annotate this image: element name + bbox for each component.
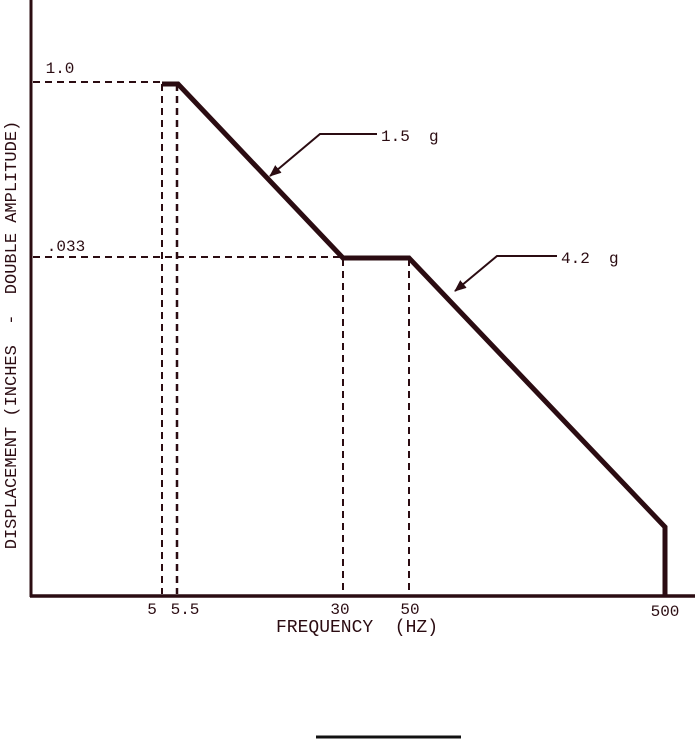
x-tick-5.5: 5.5: [171, 601, 200, 619]
annotation-4.2g: 4.2 g: [561, 250, 619, 268]
x-tick-50: 50: [400, 601, 419, 619]
x-tick-30: 30: [330, 601, 349, 619]
x-tick-5: 5: [147, 601, 157, 619]
y-tick-.033: .033: [47, 238, 85, 256]
y-axis-title: DISPLACEMENT (INCHES - DOUBLE AMPLITUDE): [3, 121, 22, 549]
leader-arrow-1.5g: [269, 133, 377, 177]
x-tick-500: 500: [651, 603, 680, 621]
x-axis-title: FREQUENCY (HZ): [276, 618, 438, 638]
leader-arrow-4.2g: [454, 255, 557, 292]
envelope-curve: [162, 81, 668, 595]
y-tick-1.0: 1.0: [46, 60, 75, 78]
annotation-1.5g: 1.5 g: [381, 128, 439, 146]
